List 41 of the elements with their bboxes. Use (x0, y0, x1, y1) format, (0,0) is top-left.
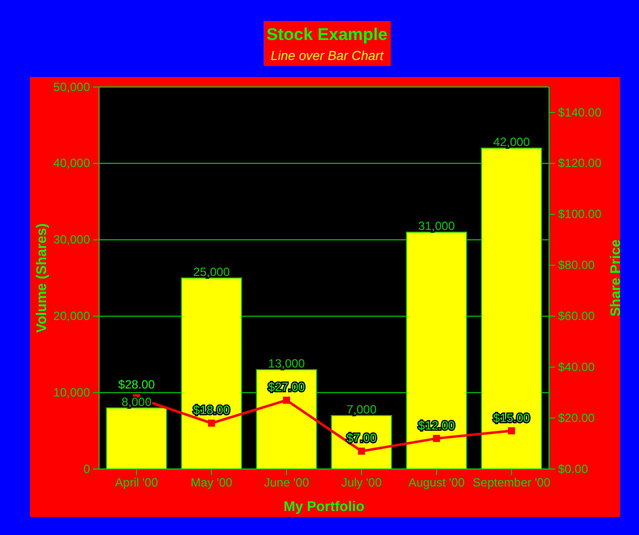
data-label: $7.00 (346, 431, 377, 446)
y2-tick-label: $100.00 (558, 207, 602, 222)
y-tick-label: 40,000 (53, 156, 90, 170)
x-tick-label: April '00 (115, 476, 158, 490)
data-label: 25,000 (193, 265, 230, 279)
x-tick-label: May '00 (190, 476, 233, 490)
y2-tick-label: $60.00 (558, 309, 596, 324)
data-label: $15.00 (493, 410, 530, 425)
data-label: 31,000 (418, 219, 456, 234)
y2-tick-label: $0.00 (558, 462, 588, 476)
x-axis-title: My Portfolio (284, 498, 364, 514)
y2-tick-label: $40.00 (558, 360, 596, 374)
x-tick-label: July '00 (341, 476, 382, 490)
y-tick-label: 10,000 (53, 385, 90, 400)
y-tick-label: 50,000 (53, 80, 90, 94)
point (432, 434, 440, 442)
y2-axis-title: Share Price (607, 239, 623, 317)
y-axis-title: Volume (Shares) (33, 223, 49, 333)
y2-tick-label: $120.00 (558, 156, 602, 170)
chart-title: Stock Example (266, 25, 388, 44)
point (508, 427, 516, 434)
y2-tick-label: $20.00 (558, 410, 596, 425)
data-label: 13,000 (268, 356, 306, 371)
data-label: $27.00 (268, 380, 306, 394)
y-tick-label: 20,000 (53, 309, 90, 324)
point (358, 448, 366, 455)
data-label: 7,000 (346, 402, 377, 417)
data-label: $28.00 (118, 378, 156, 392)
y2-tick-label: $80.00 (558, 258, 596, 272)
chart-subtitle: Line over Bar Chart (270, 48, 385, 63)
x-tick-label: September '00 (472, 476, 551, 490)
data-label: 42,000 (493, 135, 530, 150)
point (208, 420, 216, 427)
data-label: $12.00 (418, 418, 456, 432)
x-tick-label: June '00 (264, 476, 310, 490)
point (282, 396, 290, 404)
y-tick-label: 0 (83, 462, 90, 476)
x-tick-label: August '00 (408, 476, 465, 490)
data-label: $18.00 (193, 403, 230, 418)
y2-tick-label: $140.00 (558, 105, 602, 120)
y-tick-label: 30,000 (53, 232, 90, 247)
